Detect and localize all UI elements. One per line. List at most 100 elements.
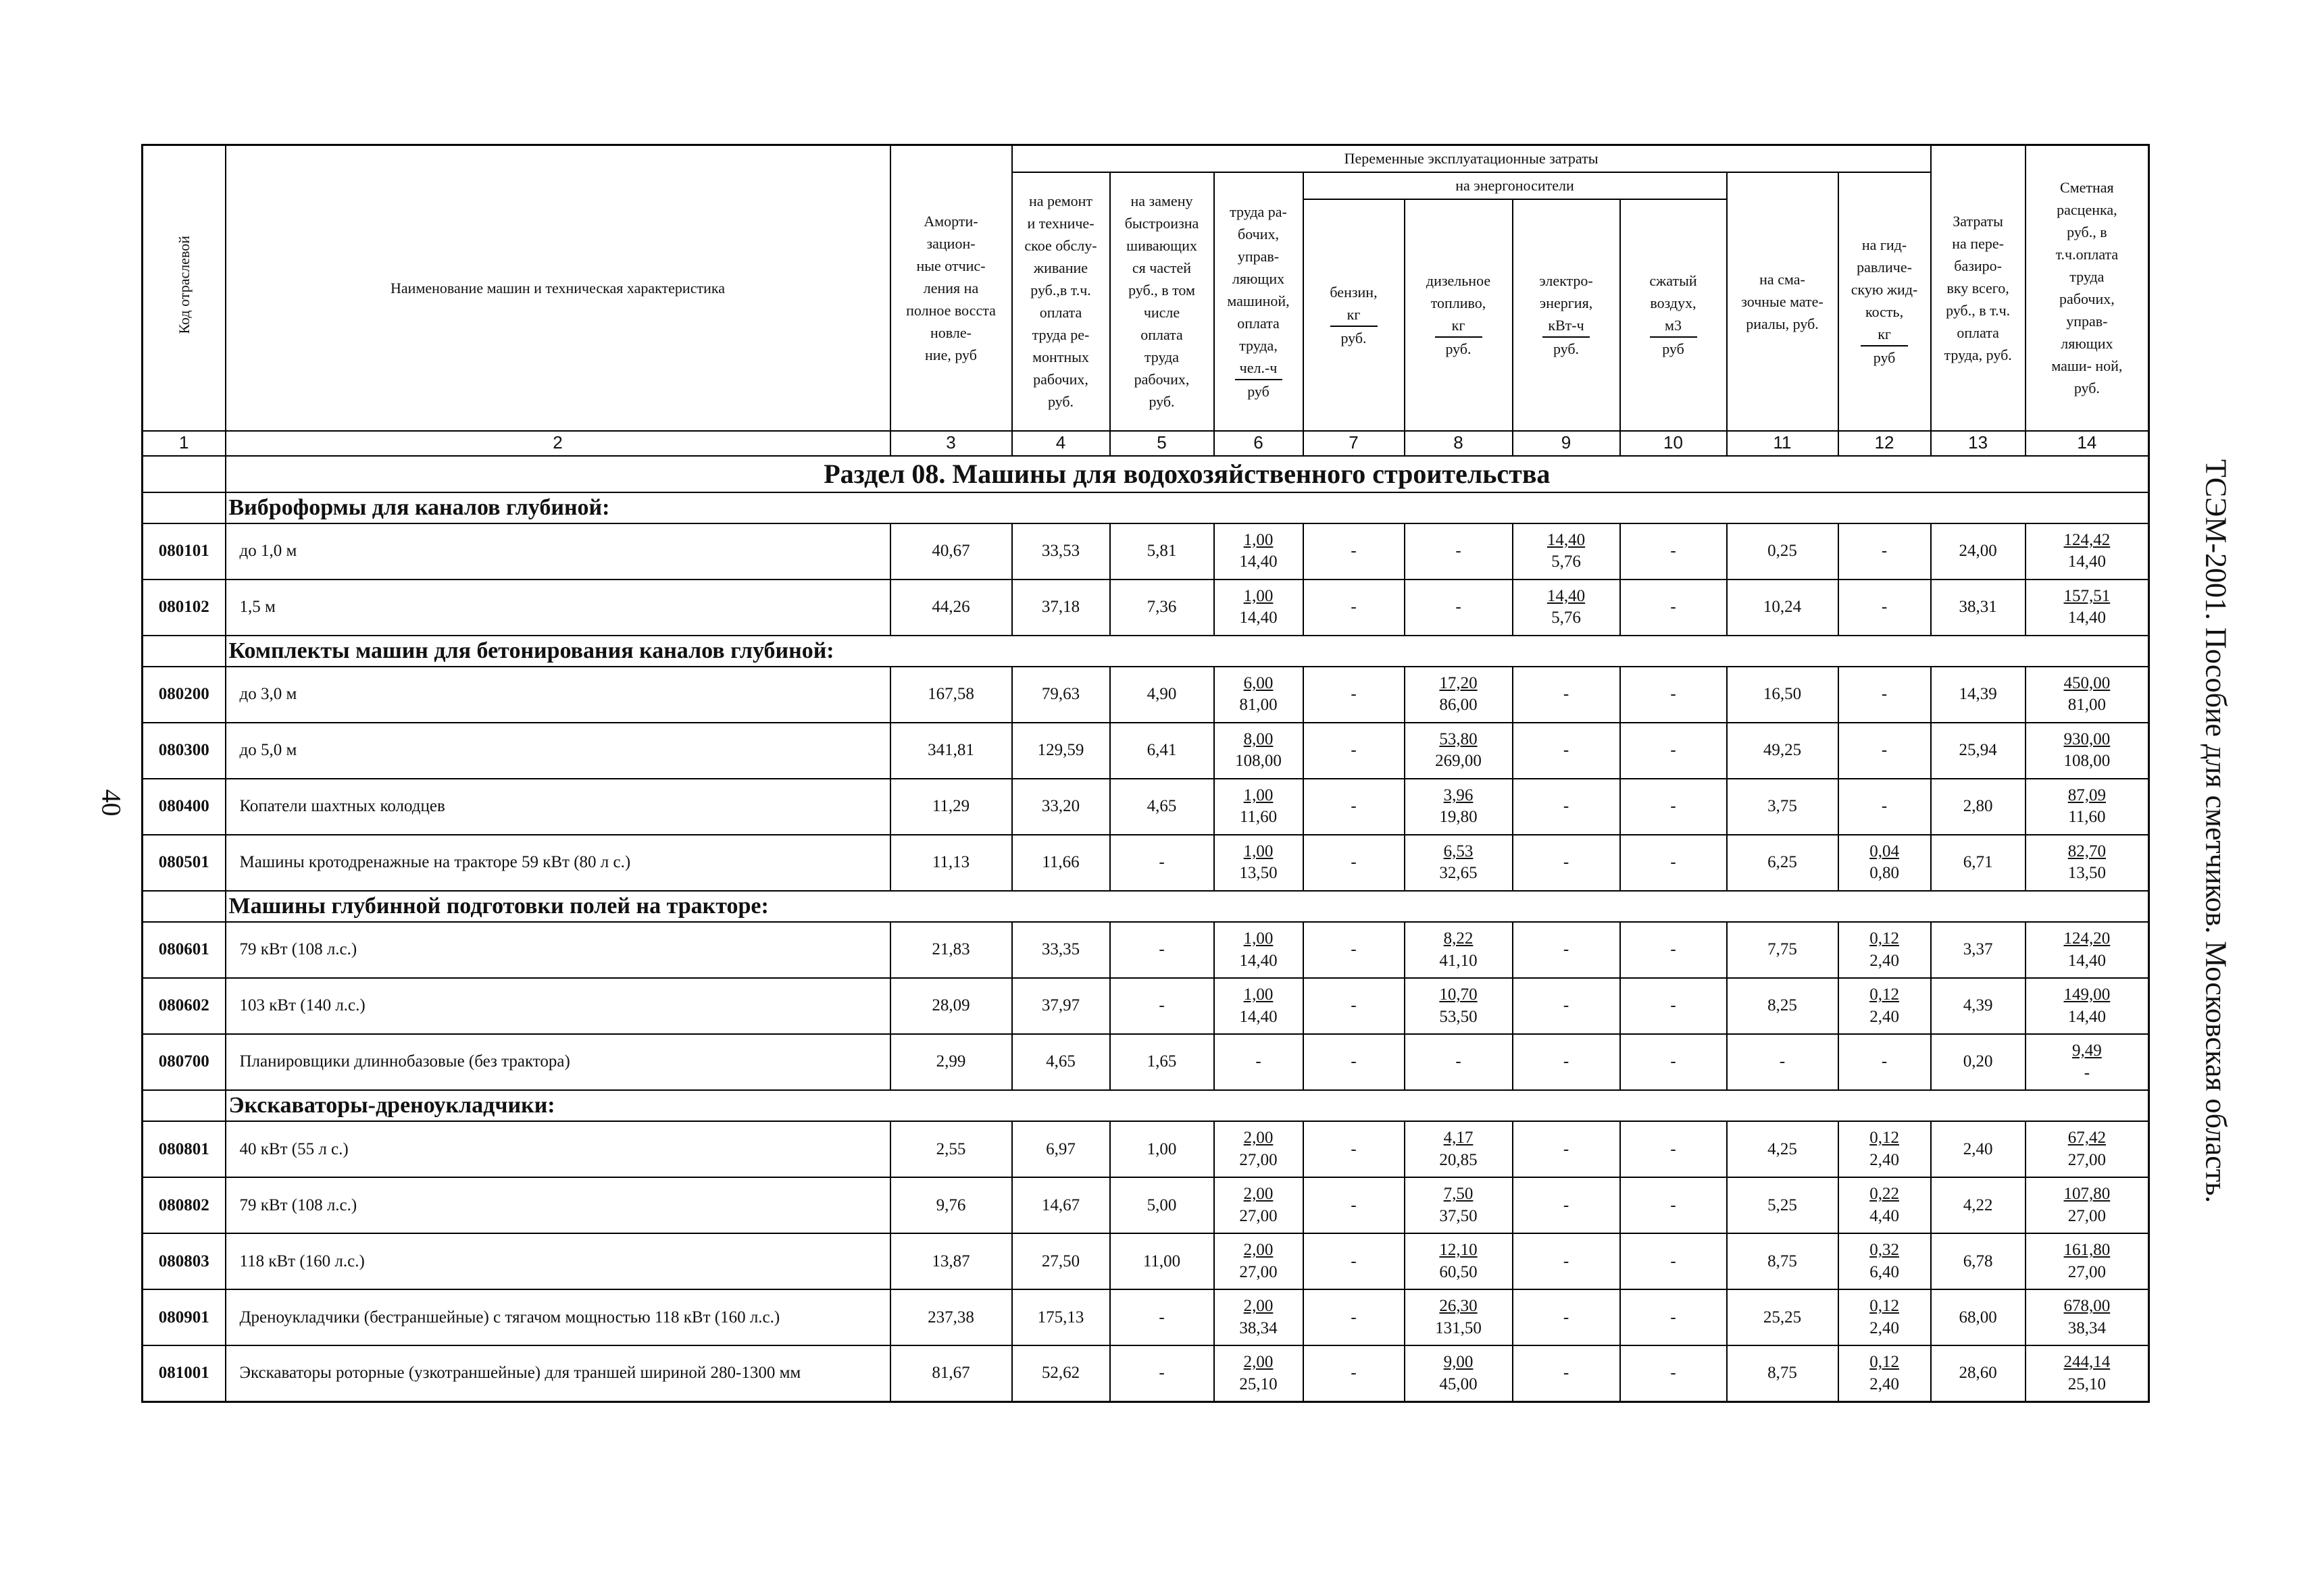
value-fraction: 0,12 2,40 [1869, 1127, 1899, 1171]
value-fraction: 2,00 38,34 [1239, 1295, 1277, 1339]
item-row: 081001 Экскаваторы роторные (узкотраншейн… [141, 1345, 2150, 1403]
value-cell: 1,65 [1109, 1033, 1215, 1091]
header-cell: бензин, кг руб. [1302, 198, 1405, 432]
value-cell: - [1619, 665, 1728, 723]
header-cell: дизельное топливо, кг руб. [1403, 198, 1513, 432]
value-fraction: 124,42 14,40 [2064, 530, 2111, 573]
value-fraction: 8,00 108,00 [1235, 729, 1282, 773]
value-fraction: 53,80 269,00 [1435, 729, 1482, 773]
machine-code: 080300 [141, 721, 226, 779]
value-fraction: 124,20 14,40 [2064, 928, 2111, 972]
value-bottom: 11,60 [1239, 808, 1278, 827]
value-cell: 28,60 [1930, 1345, 2026, 1403]
value-cell: 7,50 37,50 [1403, 1177, 1513, 1235]
value-cell: 13,87 [889, 1233, 1013, 1291]
header-cell: сжатый воздух, м3 руб [1619, 198, 1728, 432]
value-cell: 1,00 14,40 [1213, 522, 1304, 580]
header-fraction: кг руб [1861, 323, 1909, 369]
value-cell: 6,97 [1011, 1121, 1111, 1179]
value-cell: 3,75 [1726, 777, 1839, 835]
value-fraction: 3,96 19,80 [1439, 785, 1477, 829]
value-cell: 2,00 27,00 [1213, 1233, 1304, 1291]
group-title: Машины глубинной подготовки полей на тра… [224, 890, 2150, 923]
column-number: 2 [224, 430, 891, 457]
value-fraction: 9,49 - [2072, 1040, 2102, 1084]
header-text: на сма- зочные мате- риалы, руб. [1741, 270, 1823, 332]
value-top: 10,70 [1439, 985, 1478, 1004]
value-cell: 7,75 [1726, 921, 1839, 979]
value-cell: - [1619, 833, 1728, 892]
value-fraction: 0,12 2,40 [1869, 984, 1899, 1028]
value-fraction: 1,00 14,40 [1239, 586, 1277, 629]
value-cell: 2,55 [889, 1121, 1013, 1179]
value-cell: 10,24 [1726, 578, 1839, 636]
value-cell: 237,38 [889, 1289, 1013, 1347]
value-top: 0,12 [1869, 1353, 1899, 1371]
value-fraction: 2,00 27,00 [1239, 1183, 1277, 1227]
value-cell: 9,49 - [2024, 1033, 2150, 1091]
header-text: на ремонт и техниче- ское обслу- живание… [1024, 192, 1097, 410]
value-bottom: 20,85 [1439, 1150, 1478, 1169]
value-cell: 14,40 5,76 [1511, 578, 1621, 636]
value-cell: 2,00 27,00 [1213, 1177, 1304, 1235]
value-cell: 8,75 [1726, 1233, 1839, 1291]
value-top: 26,30 [1439, 1297, 1478, 1316]
value-bottom: 108,00 [1235, 752, 1282, 771]
value-bottom: 5,76 [1551, 552, 1581, 571]
page-number: 40 [96, 789, 127, 817]
value-cell: - [1837, 721, 1932, 779]
value-cell: 5,00 [1109, 1177, 1215, 1235]
header-cell: Наименование машин и техническая характе… [224, 144, 891, 432]
value-top: 1,00 [1243, 530, 1274, 549]
value-bottom: 11,60 [2068, 808, 2106, 827]
item-row: 080601 79 кВт (108 л.с.) 21,83 33,35-1,00 14… [141, 921, 2150, 979]
header-text: труда ра- бочих, управ- ляющих машиной, … [1227, 203, 1290, 354]
value-top: 157,51 [2063, 586, 2111, 605]
value-top: 9,49 [2072, 1041, 2102, 1060]
header-text: электро- энергия, [1539, 272, 1593, 311]
header-cell: на сма- зочные мате- риалы, руб. [1726, 171, 1839, 432]
value-cell: - [1302, 1233, 1405, 1291]
value-fraction: 12,10 60,50 [1439, 1239, 1477, 1283]
value-top: 1,00 [1243, 929, 1274, 948]
value-bottom: 0,80 [1869, 864, 1899, 883]
value-top: 8,22 [1443, 929, 1474, 948]
value-cell: - [1511, 1289, 1621, 1347]
value-top: 124,20 [2063, 929, 2111, 948]
machine-name: 40 кВт (55 л с.) [224, 1121, 891, 1179]
value-bottom: 14,40 [2067, 552, 2106, 571]
value-bottom: 2,40 [1869, 1150, 1899, 1169]
machine-code: 080102 [141, 578, 226, 636]
value-bottom: 14,40 [1239, 552, 1278, 571]
value-bottom: 2,40 [1869, 1318, 1899, 1337]
value-fraction: 67,42 27,00 [2068, 1127, 2106, 1171]
value-top: 12,10 [1439, 1241, 1478, 1260]
value-cell: 0,04 0,80 [1837, 833, 1932, 892]
fraction-top: кВт-ч [1542, 314, 1590, 338]
value-fraction: 2,00 25,10 [1239, 1352, 1277, 1395]
value-cell: 149,00 14,40 [2024, 977, 2150, 1035]
value-top: 678,00 [2063, 1297, 2111, 1316]
column-number: 5 [1109, 430, 1215, 457]
value-bottom: 13,50 [1239, 864, 1278, 883]
value-cell: - [1619, 522, 1728, 580]
value-top: 4,17 [1443, 1129, 1474, 1148]
value-fraction: 161,80 27,00 [2064, 1239, 2111, 1283]
value-cell: 16,50 [1726, 665, 1839, 723]
value-cell: - [1837, 777, 1932, 835]
value-cell: 9,76 [889, 1177, 1013, 1235]
value-cell: 25,25 [1726, 1289, 1839, 1347]
machine-code: 080400 [141, 777, 226, 835]
value-cell: 341,81 [889, 721, 1013, 779]
machine-name: Машины кротодренажные на тракторе 59 кВт… [224, 833, 891, 892]
value-cell: 40,67 [889, 522, 1013, 580]
value-cell: - [1619, 777, 1728, 835]
value-fraction: 82,70 13,50 [2068, 841, 2106, 885]
column-number-row: 1 2 3 4 5 6 7 8 9 10 11 12 13 14 [141, 430, 2150, 457]
header-text: на замену быстроизна шивающих ся частей … [1124, 192, 1199, 410]
value-cell: 450,00 81,00 [2024, 665, 2150, 723]
value-fraction: 157,51 14,40 [2064, 586, 2111, 629]
value-top: 82,70 [2067, 842, 2106, 860]
value-fraction: 1,00 14,40 [1239, 928, 1277, 972]
value-cell: - [1619, 977, 1728, 1035]
